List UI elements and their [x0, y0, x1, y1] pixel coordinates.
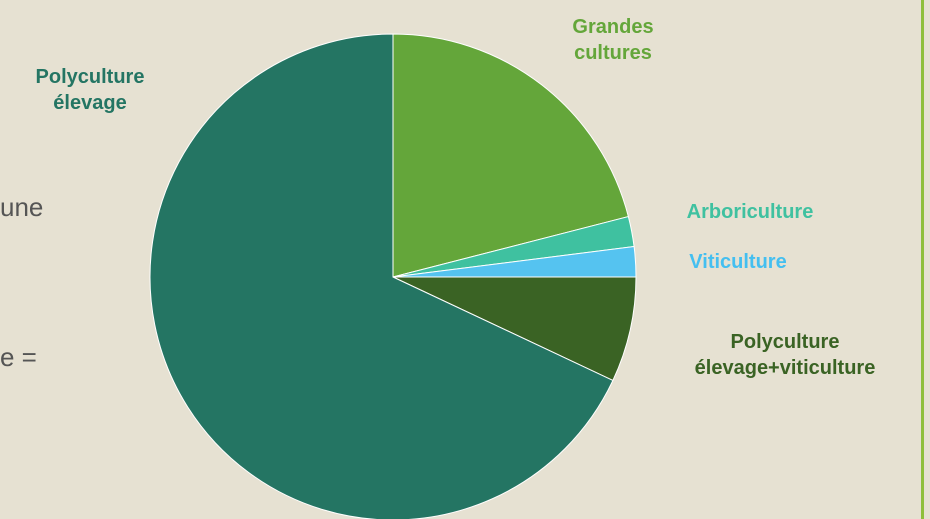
divider: [921, 0, 924, 519]
slice-label: Polyculture élevage: [35, 66, 145, 114]
slice-label: Arboriculture: [686, 201, 814, 223]
pie-slice: [149, 33, 614, 519]
slice-label: Polyculture élevage+viticulture: [694, 331, 876, 379]
side-text: une: [0, 192, 44, 222]
side-text: e =: [0, 342, 37, 372]
slice-label: Grandes cultures: [572, 16, 654, 64]
pie-slice: [392, 33, 629, 278]
slice-label: Viticulture: [689, 251, 787, 273]
pie-slice: [392, 276, 637, 382]
